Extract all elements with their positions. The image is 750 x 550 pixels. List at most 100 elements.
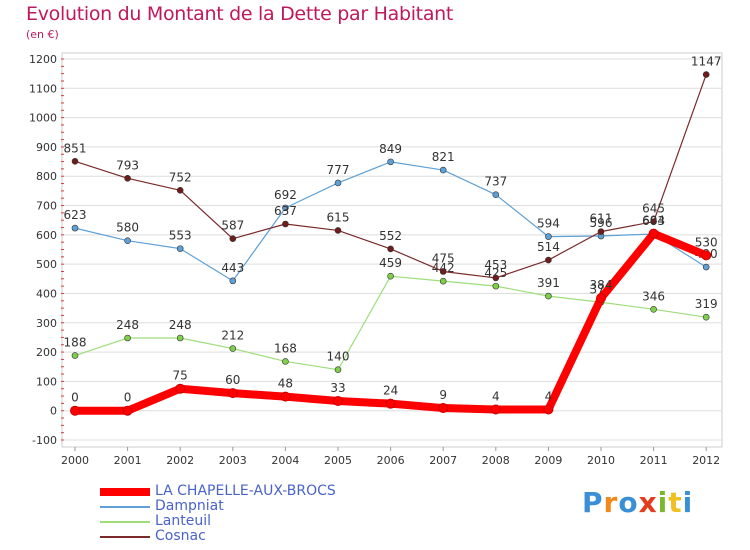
data-label: 33 (330, 381, 345, 395)
data-label: 580 (116, 221, 139, 235)
data-label: 24 (383, 384, 398, 398)
data-point (334, 179, 342, 187)
data-label: 514 (537, 240, 560, 254)
data-label: 248 (169, 318, 192, 332)
data-point (439, 277, 447, 285)
data-point (71, 157, 79, 165)
y-tick-label: 800 (36, 170, 57, 183)
data-point (124, 334, 131, 342)
data-point (227, 388, 238, 399)
x-tick-label: 2003 (219, 454, 247, 467)
data-label: 9 (439, 388, 447, 402)
data-label: 596 (590, 216, 613, 230)
data-point (597, 228, 605, 235)
chart-title: Evolution du Montant de la Dette par Hab… (26, 3, 454, 25)
y-tick-label: 900 (36, 141, 57, 154)
data-label: 4 (492, 390, 500, 404)
y-tick-label: -100 (32, 434, 57, 447)
x-tick-label: 2008 (482, 454, 510, 467)
legend-swatch (100, 487, 150, 496)
x-tick-label: 2010 (587, 454, 615, 467)
data-point (492, 191, 500, 198)
data-label: 530 (695, 235, 718, 249)
data-label: 319 (695, 297, 718, 311)
data-label: 623 (64, 208, 87, 222)
data-label: 851 (64, 141, 87, 155)
y-tick-label: 1000 (29, 112, 57, 125)
x-tick-label: 2009 (534, 454, 562, 467)
data-label: 604 (642, 214, 665, 228)
y-tick-label: 100 (36, 375, 57, 388)
data-point (545, 292, 552, 300)
data-label: 248 (116, 318, 139, 332)
x-tick-label: 2011 (640, 454, 668, 467)
x-tick-label: 2002 (166, 454, 194, 467)
data-label: 611 (590, 212, 613, 226)
data-point (176, 245, 184, 252)
data-label: 821 (432, 150, 455, 164)
data-point (387, 272, 394, 280)
data-point (701, 250, 712, 261)
data-point (71, 224, 79, 232)
y-tick-label: 1100 (29, 82, 57, 95)
x-tick-label: 2006 (377, 454, 405, 467)
legend-label: Cosnac (155, 528, 206, 544)
brand-letter: i (682, 486, 694, 519)
data-label: 475 (432, 251, 455, 265)
data-label: 453 (484, 258, 507, 272)
data-label: 443 (221, 261, 244, 275)
data-point (70, 405, 80, 416)
data-point (71, 352, 79, 359)
data-label: 459 (379, 256, 402, 270)
data-label: 594 (537, 217, 560, 231)
brand-letter: x (638, 486, 658, 519)
x-tick-label: 2001 (114, 454, 142, 467)
data-point (387, 158, 394, 166)
legend-swatch (100, 505, 150, 508)
data-label: 587 (221, 219, 244, 233)
data-point (385, 398, 396, 409)
data-label: 188 (64, 336, 87, 350)
data-point (175, 383, 186, 394)
data-label: 0 (71, 391, 79, 405)
legend-swatch (100, 535, 150, 538)
brand-logo: Proxiti (582, 486, 693, 519)
data-label: 140 (327, 350, 350, 364)
data-point (596, 293, 606, 304)
x-tick-label: 2000 (61, 454, 89, 467)
data-point (229, 345, 237, 352)
data-label: 615 (327, 210, 350, 224)
data-point (702, 71, 710, 78)
x-tick-label: 2004 (271, 454, 299, 467)
y-tick-label: 600 (36, 229, 57, 242)
data-label: 552 (379, 229, 402, 243)
x-tick-label: 2005 (324, 454, 352, 467)
data-point (648, 228, 659, 239)
data-label: 391 (537, 276, 560, 290)
data-label: 384 (590, 278, 613, 292)
data-label: 75 (173, 369, 188, 383)
data-point (176, 186, 184, 194)
data-label: 637 (274, 204, 297, 218)
data-point (650, 218, 657, 225)
data-label: 60 (225, 373, 240, 387)
data-point (545, 256, 552, 264)
data-label: 346 (642, 289, 665, 303)
data-label: 645 (642, 202, 665, 216)
brand-letter: i (657, 486, 669, 519)
x-tick-label: 2007 (429, 454, 457, 467)
data-point (334, 366, 342, 373)
y-tick-label: 1200 (29, 53, 57, 66)
legend-swatch (100, 520, 150, 523)
data-point (702, 263, 710, 271)
y-tick-label: 300 (36, 317, 57, 330)
data-point (124, 237, 131, 245)
data-label: 0 (124, 391, 132, 405)
data-point (702, 313, 710, 321)
data-point (438, 403, 449, 414)
data-point (439, 268, 447, 275)
data-label: 752 (169, 170, 192, 184)
data-point (282, 204, 289, 212)
